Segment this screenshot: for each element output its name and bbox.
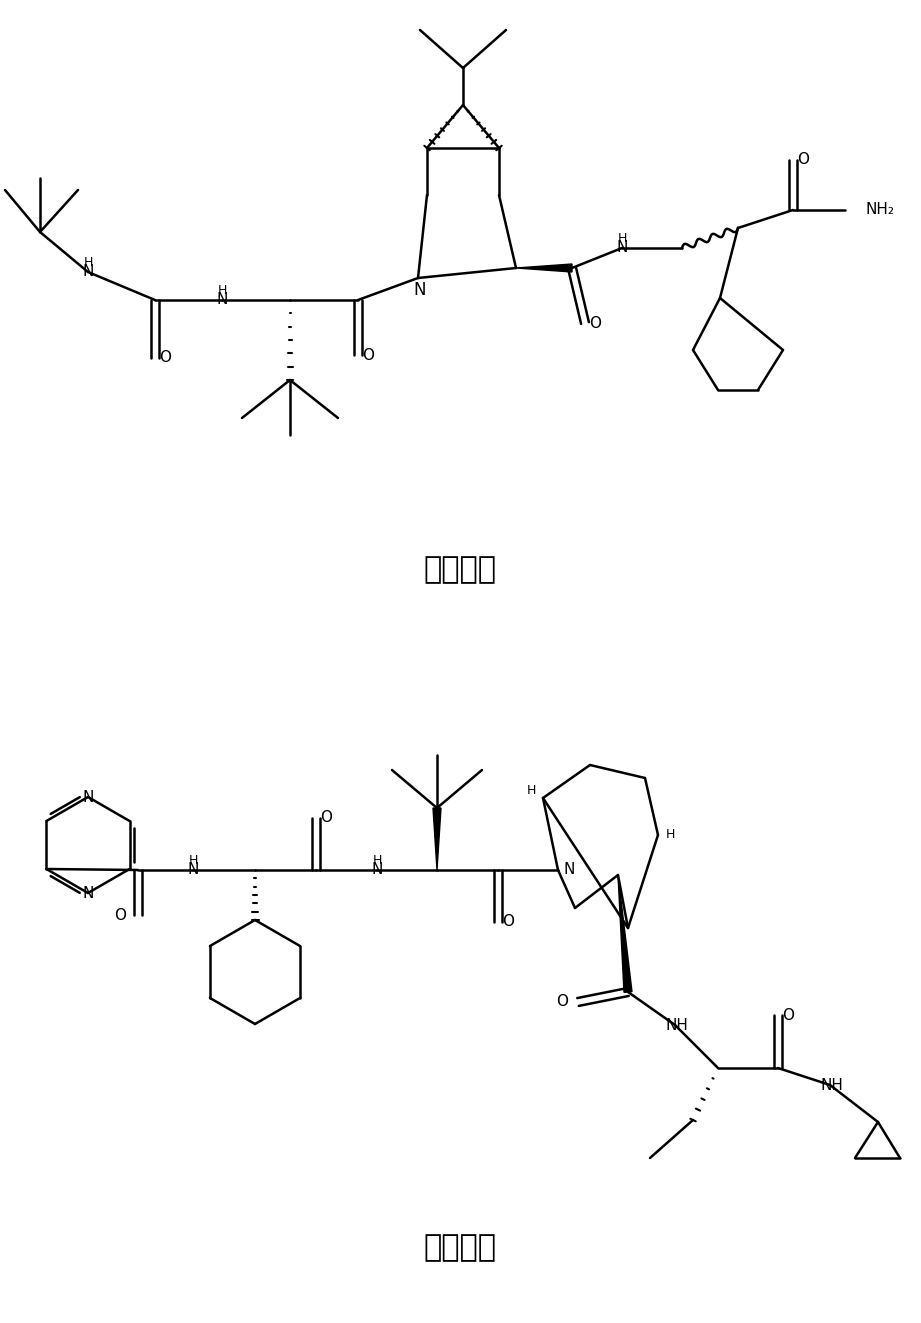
Text: NH: NH xyxy=(666,1017,688,1032)
Text: O: O xyxy=(362,348,374,363)
Text: N: N xyxy=(187,863,199,877)
Text: O: O xyxy=(114,908,126,922)
Text: N: N xyxy=(82,265,94,279)
Text: O: O xyxy=(159,351,171,365)
Text: O: O xyxy=(797,152,809,168)
Text: H: H xyxy=(372,853,381,867)
Text: NH₂: NH₂ xyxy=(865,202,894,217)
Text: N: N xyxy=(82,885,94,901)
Text: NH: NH xyxy=(821,1077,844,1093)
Text: N: N xyxy=(371,863,383,877)
Polygon shape xyxy=(433,808,441,871)
Text: N: N xyxy=(616,241,628,255)
Text: O: O xyxy=(589,315,601,331)
Text: H: H xyxy=(188,853,198,867)
Text: O: O xyxy=(320,811,332,826)
Text: N: N xyxy=(216,292,227,307)
Text: H: H xyxy=(665,828,675,841)
Text: 特拉匹韦: 特拉匹韦 xyxy=(424,1233,496,1262)
Text: N: N xyxy=(414,280,426,299)
Polygon shape xyxy=(618,875,632,992)
Text: O: O xyxy=(556,995,568,1009)
Text: O: O xyxy=(502,914,514,930)
Text: H: H xyxy=(83,255,93,269)
Text: H: H xyxy=(526,783,536,796)
Text: O: O xyxy=(782,1008,794,1023)
Text: N: N xyxy=(563,863,575,877)
Text: 博昔普韦: 博昔普韦 xyxy=(424,556,496,585)
Text: H: H xyxy=(617,232,626,245)
Polygon shape xyxy=(516,265,572,273)
Text: N: N xyxy=(82,790,94,804)
Text: H: H xyxy=(217,283,227,296)
